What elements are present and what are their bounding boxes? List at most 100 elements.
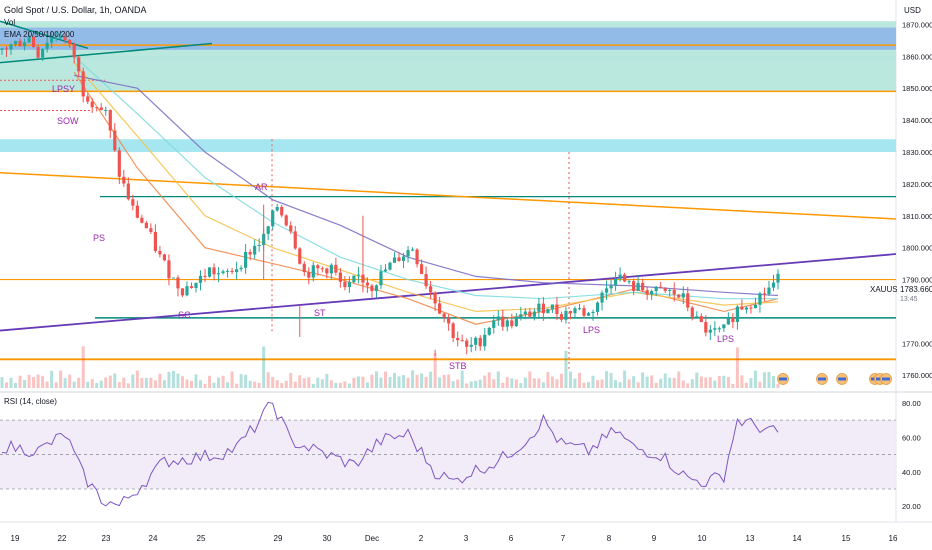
candle-body [532, 311, 536, 317]
candle-body [415, 249, 419, 265]
candle-body [212, 267, 216, 275]
event-flag-stripe [882, 377, 890, 381]
volume-bar [365, 382, 369, 388]
volume-bar [280, 383, 284, 388]
volume-bar [293, 381, 297, 388]
candle-body [41, 48, 45, 58]
candle-body [334, 264, 338, 273]
annotation-sc: SC [178, 310, 191, 320]
volume-bar [217, 377, 221, 388]
trend-line-teal-short [0, 20, 89, 50]
volume-bar [397, 376, 401, 388]
candle-body [198, 275, 203, 283]
volume-bar [686, 383, 690, 388]
candle-body [501, 316, 505, 327]
time-label: Dec [365, 534, 379, 543]
volume-bar [361, 376, 365, 388]
candle-body [708, 329, 712, 333]
candle-body [523, 311, 527, 315]
candle-body [171, 277, 176, 279]
candle-body [442, 313, 446, 318]
candle-body [225, 270, 230, 272]
price-tick: 1770.000 [902, 339, 932, 348]
volume-bar [681, 380, 685, 388]
candle-body [758, 293, 762, 305]
volume-bar [99, 380, 103, 388]
volume-bar [235, 383, 239, 388]
volume-bar [95, 382, 99, 388]
volume-bar [135, 370, 139, 388]
time-label: 8 [607, 534, 612, 543]
candle-body [699, 316, 703, 323]
zone-lower-cyan [0, 139, 896, 152]
volume-bar [451, 381, 455, 388]
volume-bar [59, 370, 63, 388]
volume-bar [338, 382, 342, 388]
price-tick: 1820.000 [902, 180, 932, 189]
candle-body [586, 313, 591, 316]
candle-body [108, 110, 112, 131]
candle-body [528, 311, 532, 317]
candle-body [776, 273, 780, 283]
candle-body [537, 303, 541, 312]
volume-bar [442, 374, 446, 388]
price-tick: 1850.000 [902, 84, 932, 93]
time-axis[interactable]: 19 22 23 24 25 29 30 Dec 2 3 6 7 8 9 10 13 14 15 16 [11, 534, 898, 543]
volume-bar [104, 377, 108, 388]
volume-bar [162, 380, 166, 388]
candlesticks [0, 29, 780, 357]
candle-body [63, 37, 67, 40]
volume-bar [266, 372, 270, 388]
candle-body [519, 314, 523, 318]
volume-bar [722, 375, 726, 388]
volume-bars [0, 346, 780, 388]
candle-body [771, 282, 776, 288]
candle-body [27, 36, 31, 43]
ema-legend[interactable]: EMA 20/50/100/200 [4, 30, 75, 39]
volume-bar [257, 382, 261, 388]
candle-body [162, 254, 167, 261]
candle-body [104, 110, 108, 112]
time-label: 14 [793, 534, 802, 543]
volume-bar [325, 373, 329, 388]
candle-body [284, 215, 288, 226]
candle-body [695, 316, 699, 318]
candle-body [591, 311, 595, 314]
candle-body [645, 290, 649, 295]
candle-body [541, 303, 545, 314]
volume-bar [50, 370, 54, 388]
candle-body [253, 245, 257, 255]
current-price-tag[interactable] [897, 283, 932, 303]
candle-body [740, 306, 744, 310]
rsi-legend[interactable]: RSI (14, close) [4, 397, 57, 406]
volume-bar [564, 350, 568, 388]
candle-body [492, 320, 496, 328]
rsi-tick: 20.00 [902, 502, 921, 511]
candle-body [131, 199, 135, 206]
volume-bar [23, 380, 27, 388]
event-flag-stripe [779, 377, 787, 381]
volume-bar [0, 377, 4, 388]
event-flags[interactable] [777, 373, 892, 385]
volume-bar [695, 372, 699, 388]
volume-bar [541, 382, 545, 388]
annotation-sow: SOW [57, 116, 79, 126]
currency-label[interactable]: USD [904, 6, 921, 15]
candle-body [650, 291, 654, 295]
price-axis[interactable]: 1870.000 1860.000 1850.000 1840.000 1830.000… [902, 20, 932, 511]
bar-countdown: 13:45 [900, 296, 918, 303]
volume-bar [605, 371, 609, 388]
volume-bar [519, 383, 523, 388]
candle-body [338, 272, 342, 282]
candle-body [343, 281, 347, 288]
candle-body [86, 96, 90, 102]
price-tick: 1860.000 [902, 52, 932, 61]
volume-bar [226, 382, 230, 388]
candle-body [433, 292, 437, 304]
rsi-tick: 40.00 [902, 468, 921, 477]
volume-bar [582, 382, 586, 388]
volume-legend[interactable]: Vol [4, 18, 15, 27]
volume-bar [699, 376, 703, 388]
volume-bar [131, 374, 135, 388]
